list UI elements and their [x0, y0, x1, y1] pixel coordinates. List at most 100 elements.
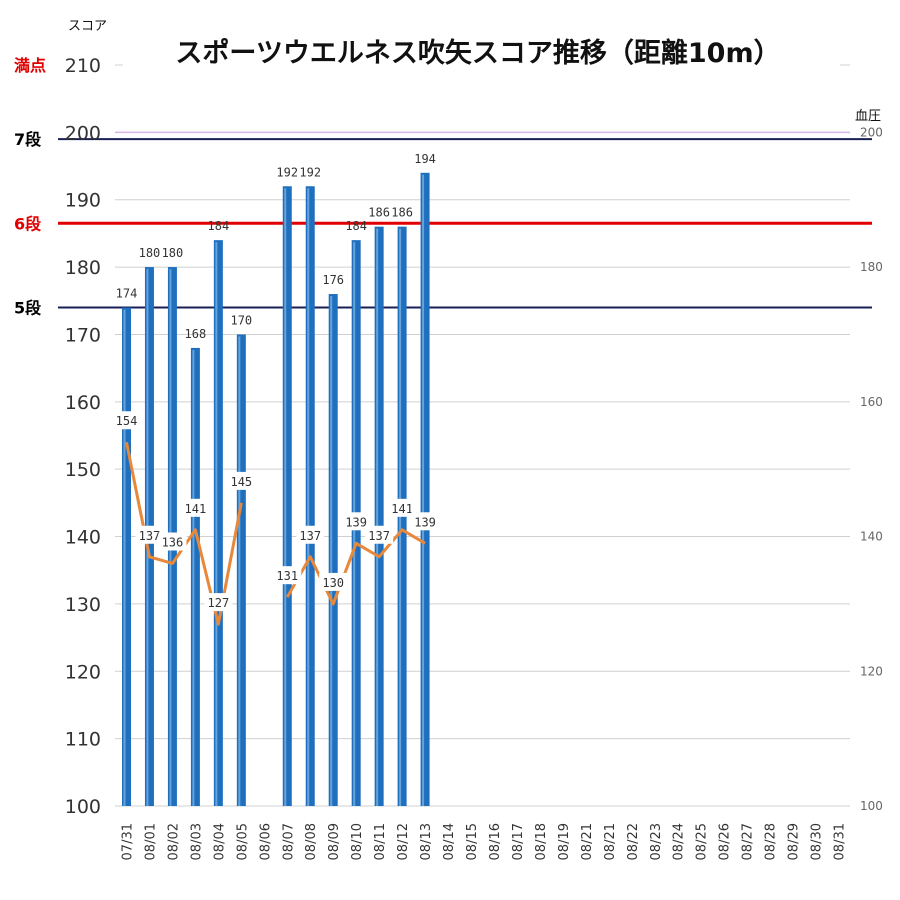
bar-highlight-08/07 — [284, 188, 287, 807]
y-tick-left-160: 160 — [65, 392, 101, 414]
line-label-bg-08/07 — [273, 566, 302, 585]
bar-label-08/11: 186 — [368, 206, 390, 220]
line-label-bg-08/08 — [296, 525, 325, 544]
bar-label-08/08: 192 — [299, 165, 321, 179]
bar-highlight-08/05 — [238, 336, 241, 806]
bar-highlight-08/03 — [192, 349, 195, 806]
x-tick-08/25: 08/25 — [695, 823, 710, 860]
x-tick-08/04: 08/04 — [212, 823, 227, 860]
bar-label-08/04: 184 — [208, 219, 230, 233]
y-tick-left-200: 200 — [65, 122, 101, 144]
y-tick-left-170: 170 — [65, 324, 101, 346]
y-tick-left-120: 120 — [65, 661, 101, 683]
line-label-08/01: 137 — [139, 529, 161, 543]
x-tick-08/15: 08/15 — [465, 823, 480, 860]
line-segment-1 — [285, 528, 426, 606]
x-tick-08/03: 08/03 — [189, 823, 204, 860]
x-tick-08/28: 08/28 — [764, 823, 779, 860]
x-tick-08/21: 08/21 — [603, 823, 618, 860]
x-tick-08/27: 08/27 — [741, 823, 756, 860]
x-tick-08/08: 08/08 — [304, 823, 319, 860]
reference-label-6段: 6段 — [14, 214, 42, 233]
bar-series-layer — [121, 172, 430, 807]
y-tick-left-110: 110 — [65, 729, 101, 751]
bar-label-08/12: 186 — [391, 206, 413, 220]
bar-label-08/10: 184 — [345, 219, 367, 233]
y-tick-left-130: 130 — [65, 594, 101, 616]
x-tick-08/14: 08/14 — [442, 823, 457, 860]
y-axis-label-right: 血圧 — [855, 109, 881, 124]
reference-label-満点: 満点 — [14, 56, 46, 75]
bar-08/11 — [374, 226, 384, 806]
line-label-bg-08/02 — [158, 532, 187, 551]
bar-08/03 — [190, 347, 200, 806]
line-label-bg-08/11 — [365, 525, 394, 544]
line-label-08/07: 131 — [276, 569, 298, 583]
line-label-08/03: 141 — [185, 502, 207, 516]
line-label-08/04: 127 — [208, 596, 230, 610]
line-label-08/10: 139 — [345, 515, 367, 529]
x-tick-08/24: 08/24 — [672, 823, 687, 860]
bar-label-08/03: 168 — [185, 327, 207, 341]
chart-title: スポーツウエルネス吹矢スコア推移（距離10m） — [175, 37, 780, 69]
reference-label-7段: 7段 — [14, 130, 42, 149]
x-tick-08/10: 08/10 — [350, 823, 365, 860]
line-label-bg-08/10 — [342, 512, 371, 531]
bar-08/13 — [420, 172, 430, 807]
line-label-08/13: 139 — [414, 515, 436, 529]
line-label-bg-08/12 — [388, 498, 417, 517]
bar-07/31 — [121, 307, 131, 806]
x-tick-08/07: 08/07 — [281, 823, 296, 860]
bar-label-08/09: 176 — [322, 273, 344, 287]
bar-08/08 — [305, 186, 315, 807]
x-tick-08/31: 08/31 — [833, 823, 848, 860]
bar-highlight-08/11 — [376, 228, 379, 806]
bar-highlight-08/08 — [307, 188, 310, 807]
y-ticks-layer: 100 110 120 130 140 150 160 170 180 190 200 210 100 1… — [65, 55, 883, 818]
y-tick-right-180: 180 — [860, 260, 883, 274]
bar-label-08/01: 180 — [139, 246, 161, 260]
y-tick-right-140: 140 — [860, 530, 883, 544]
y-tick-left-190: 190 — [65, 190, 101, 212]
bar-label-08/13: 194 — [414, 152, 436, 166]
line-label-08/08: 137 — [299, 529, 321, 543]
line-label-08/11: 137 — [368, 529, 390, 543]
x-ticks-layer: 07/31 08/01 08/02 08/03 08/04 08/05 08/06 08/07… — [120, 823, 847, 860]
x-tick-08/13: 08/13 — [419, 823, 434, 860]
x-tick-08/26: 08/26 — [718, 823, 733, 860]
line-label-bg-07/31 — [112, 411, 141, 430]
x-tick-08/01: 08/01 — [143, 823, 158, 860]
bar-label-08/02: 180 — [162, 246, 184, 260]
bar-08/05 — [236, 334, 246, 806]
line-label-bg-08/09 — [319, 572, 348, 591]
x-tick-07/31: 07/31 — [120, 823, 135, 860]
grid-layer — [115, 64, 850, 807]
x-tick-08/22: 08/22 — [626, 823, 641, 860]
x-tick-08/20: 08/21 — [580, 823, 595, 860]
line-label-bg-08/01 — [135, 525, 164, 544]
line-label-08/05: 145 — [230, 475, 252, 489]
x-tick-08/11: 08/11 — [373, 823, 388, 860]
line-label-08/12: 141 — [391, 502, 413, 516]
line-label-08/02: 136 — [162, 535, 184, 549]
bar-label-07/31: 174 — [116, 287, 138, 301]
y-axis-label-left: スコア — [68, 19, 107, 34]
y-tick-right-100: 100 — [860, 799, 883, 813]
x-tick-08/30: 08/30 — [810, 823, 825, 860]
x-tick-08/18: 08/18 — [534, 823, 549, 860]
bar-highlight-07/31 — [123, 309, 126, 806]
bar-08/04 — [213, 240, 223, 807]
y-tick-left-150: 150 — [65, 459, 101, 481]
x-tick-08/12: 08/12 — [396, 823, 411, 860]
bar-highlight-08/09 — [330, 296, 333, 806]
y-tick-left-100: 100 — [65, 796, 101, 818]
x-tick-08/16: 08/16 — [488, 823, 503, 860]
y-tick-left-210: 210 — [65, 55, 101, 77]
y-tick-right-200: 200 — [860, 125, 883, 139]
bar-highlight-08/04 — [215, 242, 218, 807]
reference-lines-layer: 満点 7段 6段 5段 — [14, 56, 872, 318]
bar-highlight-08/12 — [399, 228, 402, 806]
x-tick-08/06: 08/06 — [258, 823, 273, 860]
